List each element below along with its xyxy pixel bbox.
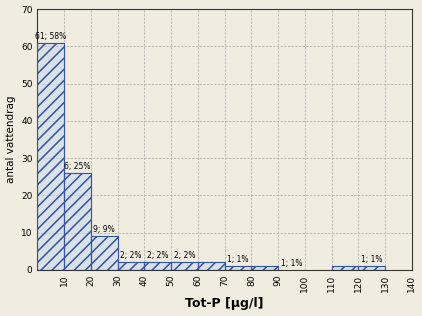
Text: 2; 2%: 2; 2% [147, 252, 168, 260]
Bar [118, 262, 144, 270]
Bar [252, 266, 278, 270]
Bar [38, 43, 64, 270]
Text: 2; 2%: 2; 2% [120, 252, 142, 260]
Text: 1; 1%: 1; 1% [361, 255, 383, 264]
Bar [64, 173, 91, 270]
X-axis label: Tot-P [μg/l]: Tot-P [μg/l] [185, 297, 264, 310]
Text: 2; 2%: 2; 2% [174, 252, 195, 260]
Bar [358, 266, 385, 270]
Text: 9; 9%: 9; 9% [93, 225, 115, 234]
Text: 61; 58%: 61; 58% [35, 32, 67, 41]
Bar [38, 43, 64, 270]
Bar [171, 262, 198, 270]
Bar [144, 262, 171, 270]
Bar [252, 266, 278, 270]
Bar [198, 262, 225, 270]
Bar [118, 262, 144, 270]
Bar [358, 266, 385, 270]
Bar [171, 262, 198, 270]
Text: 6; 25%: 6; 25% [64, 162, 91, 171]
Bar [225, 266, 252, 270]
Text: 1; 1%: 1; 1% [227, 255, 249, 264]
Bar [144, 262, 171, 270]
Bar [64, 173, 91, 270]
Bar [225, 266, 252, 270]
Bar [198, 262, 225, 270]
Bar [91, 236, 118, 270]
Bar [332, 266, 358, 270]
Y-axis label: antal vattendrag: antal vattendrag [5, 96, 16, 183]
Text: 1; 1%: 1; 1% [281, 259, 302, 268]
Bar [91, 236, 118, 270]
Bar [332, 266, 358, 270]
